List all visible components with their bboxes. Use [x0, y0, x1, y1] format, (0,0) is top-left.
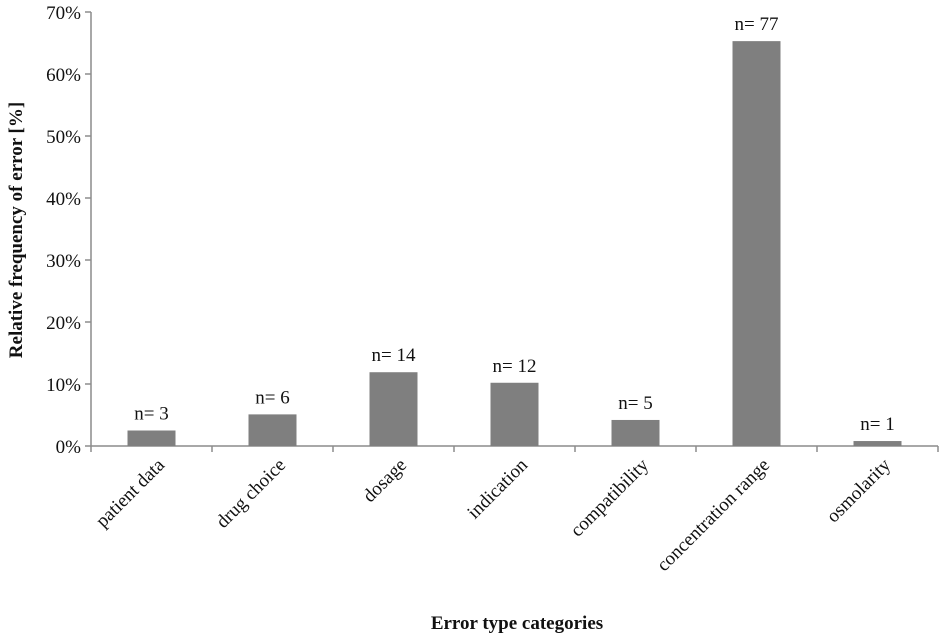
bar: [611, 419, 660, 446]
x-tick-label: compatibility: [567, 454, 654, 541]
x-tick-label: dosage: [359, 455, 411, 507]
y-axis-title: Relative frequency of error [%]: [6, 102, 27, 358]
x-axis-title: Error type categories: [431, 613, 603, 634]
x-tick-label: concentration range: [653, 455, 774, 576]
data-label: n= 12: [493, 356, 537, 377]
bar: [732, 41, 781, 446]
data-label: n= 1: [860, 414, 894, 435]
data-label: n= 3: [134, 404, 168, 425]
y-tick-label: 70%: [46, 3, 81, 24]
x-tick-label: indication: [463, 454, 532, 523]
bar: [490, 382, 539, 446]
x-tick-label: osmolarity: [823, 454, 896, 527]
x-tick-label: patient data: [92, 454, 170, 532]
data-label: n= 77: [735, 14, 779, 35]
y-tick-label: 20%: [46, 313, 81, 334]
x-tick-label: drug choice: [212, 455, 290, 533]
y-tick-label: 40%: [46, 189, 81, 210]
bar: [369, 372, 418, 446]
data-label: n= 14: [372, 345, 416, 366]
axes: 0% 10% 20% 30% 40% 50% 60% 70%: [46, 3, 939, 458]
y-tick-label: 10%: [46, 375, 81, 396]
y-tick-label: 0%: [56, 437, 82, 458]
bar: [127, 430, 176, 446]
bar: [248, 414, 297, 446]
data-label: n= 6: [255, 387, 289, 408]
bars: [127, 41, 902, 446]
y-tick-label: 50%: [46, 127, 81, 148]
y-tick-label: 60%: [46, 65, 81, 86]
data-label: n= 5: [618, 393, 652, 414]
bar: [853, 441, 902, 446]
y-tick-label: 30%: [46, 251, 81, 272]
